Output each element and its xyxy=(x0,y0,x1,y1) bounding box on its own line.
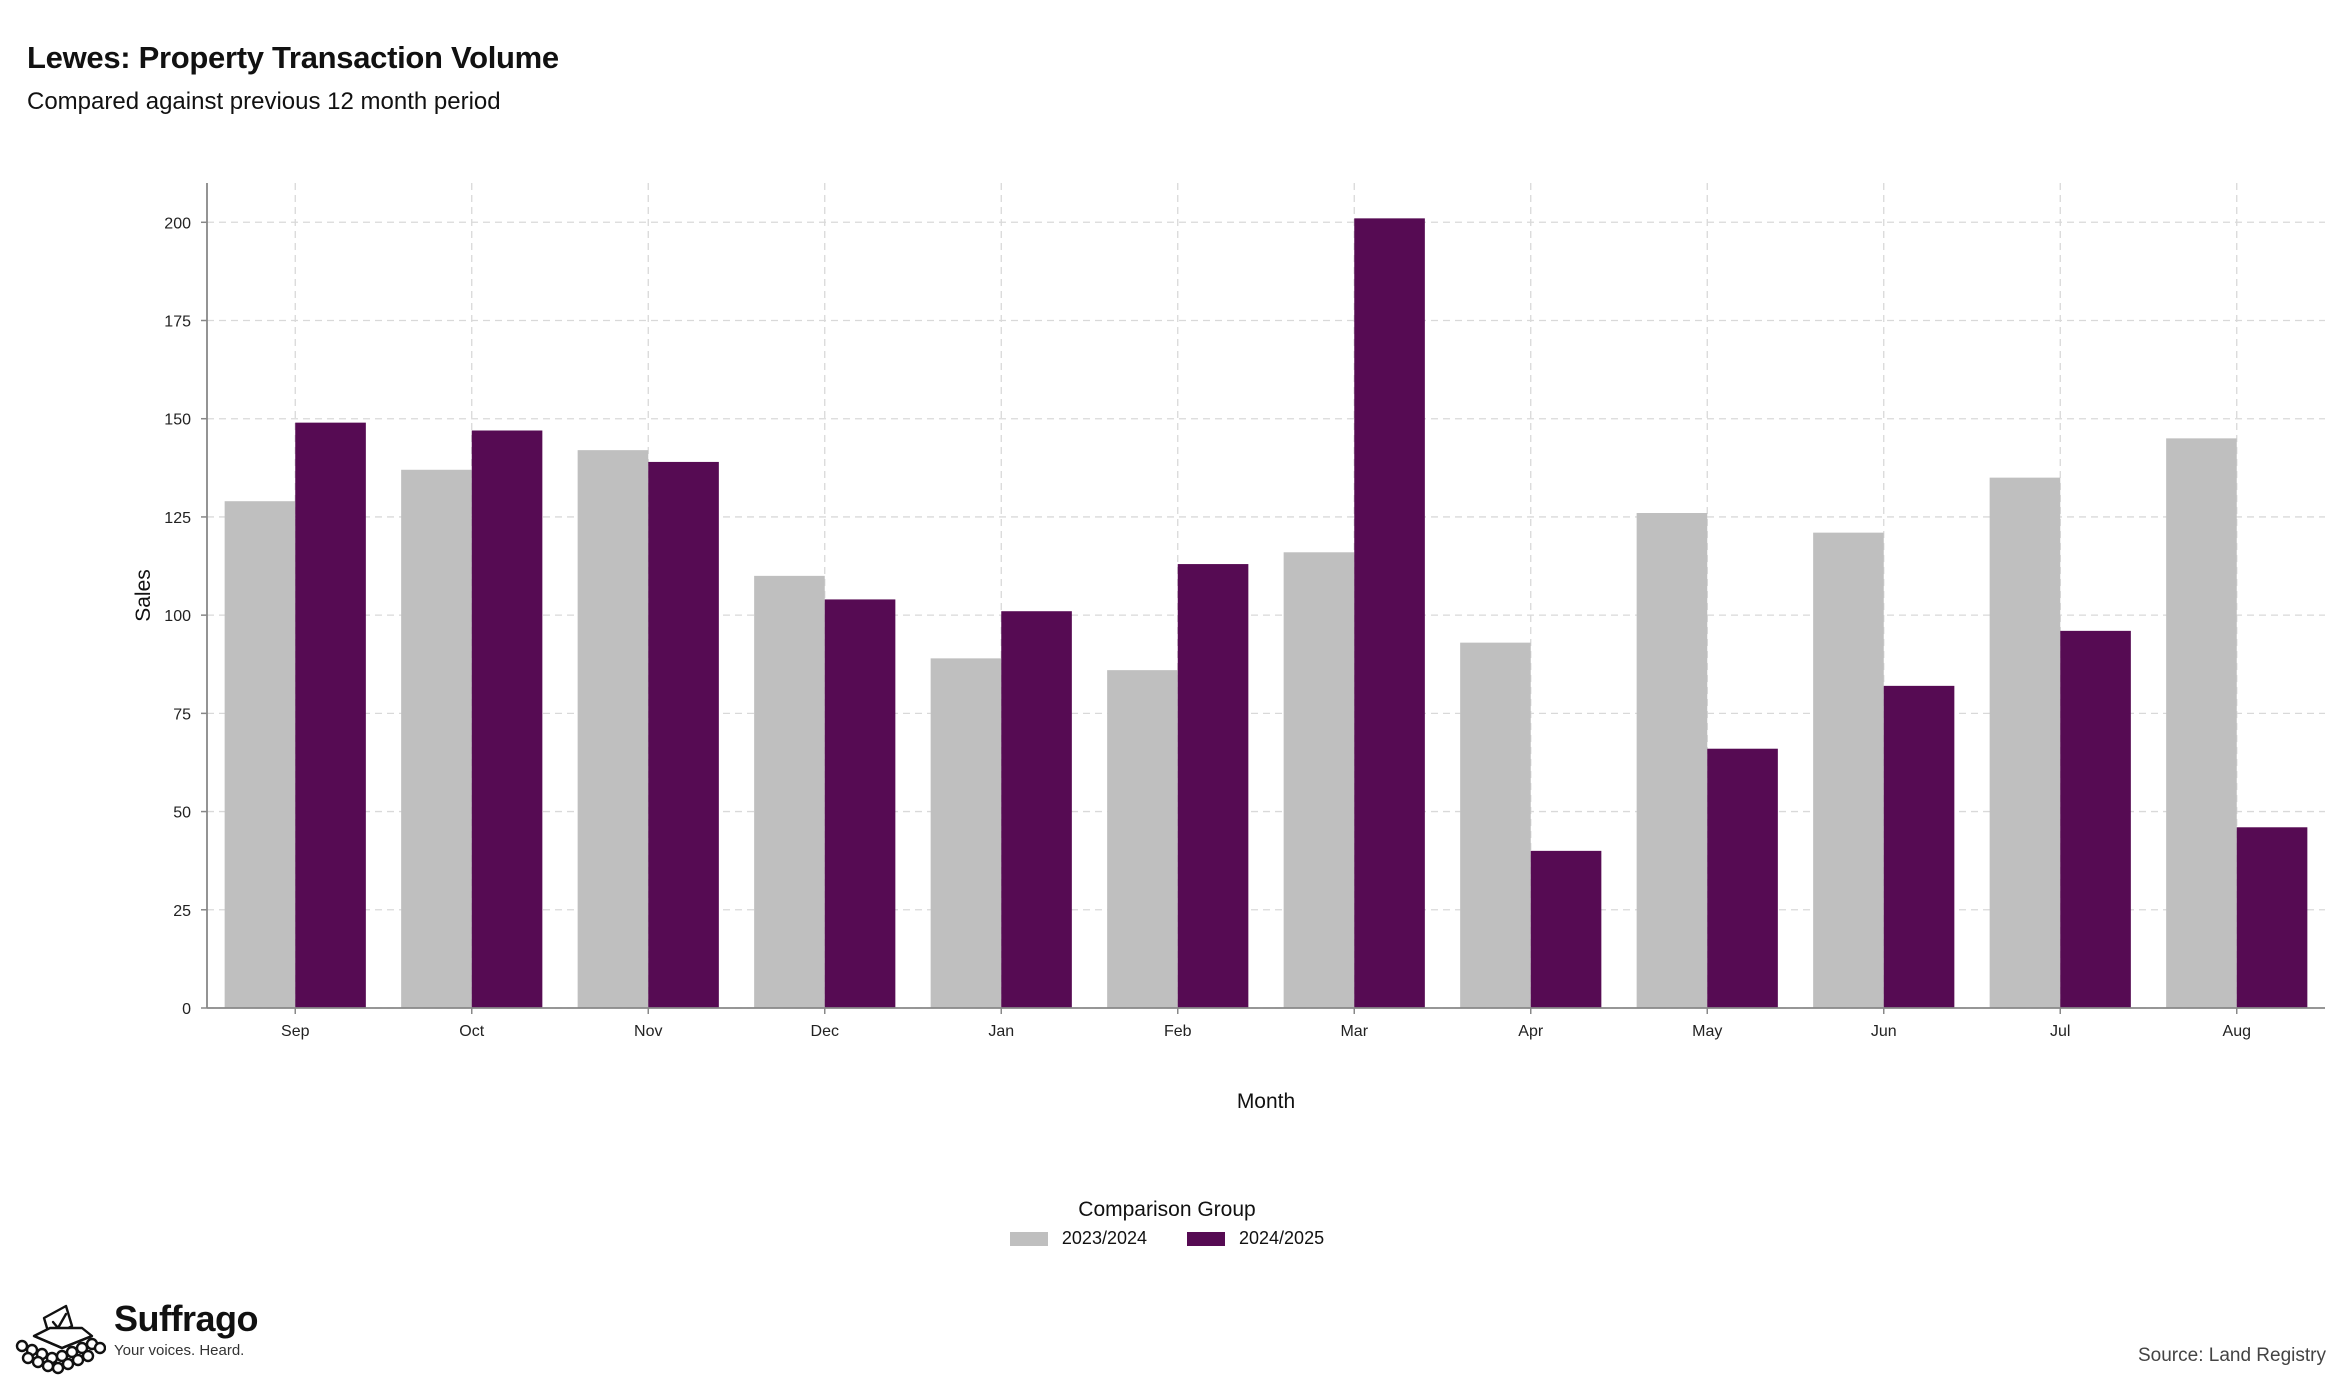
legend-title: Comparison Group xyxy=(1078,1198,1256,1221)
bar-may-current xyxy=(1707,748,1778,1008)
bar-mar-current xyxy=(1354,218,1425,1008)
chart-subtitle: Compared against previous 12 month perio… xyxy=(27,88,501,115)
y-tick-label: 125 xyxy=(164,510,191,527)
legend-swatch xyxy=(1187,1231,1225,1246)
x-tick-label: Oct xyxy=(459,1023,484,1040)
bar-dec-previous xyxy=(754,575,825,1008)
ballot-box-icon xyxy=(15,1304,106,1375)
bar-jun-current xyxy=(1883,685,1955,1008)
x-tick-label: Jun xyxy=(1871,1023,1897,1040)
y-tick-label: 25 xyxy=(173,903,191,920)
legend-item-current: 2024/2025 xyxy=(1187,1228,1324,1249)
x-tick-label: Sep xyxy=(281,1023,310,1040)
bar-aug-current xyxy=(2236,827,2308,1008)
bar-jun-previous xyxy=(1813,532,1884,1008)
bar-jan-previous xyxy=(930,658,1002,1008)
bar-jul-previous xyxy=(1989,477,2061,1009)
bar-feb-current xyxy=(1177,564,1249,1008)
y-tick-label: 0 xyxy=(182,1001,191,1018)
chart-title: Lewes: Property Transaction Volume xyxy=(27,40,559,75)
bar-dec-current xyxy=(824,599,896,1008)
source-note: Source: Land Registry xyxy=(2138,1345,2326,1366)
bar-jan-current xyxy=(1001,611,1072,1008)
x-tick-label: Dec xyxy=(811,1023,839,1040)
bar-apr-current xyxy=(1530,850,1602,1008)
x-tick-label: Jul xyxy=(2050,1023,2070,1040)
brand-name: Suffrago xyxy=(114,1298,259,1339)
legend-label: 2024/2025 xyxy=(1239,1228,1325,1248)
bar-oct-current xyxy=(471,430,543,1008)
x-tick-label: May xyxy=(1692,1023,1722,1040)
x-axis-title: Month xyxy=(1237,1090,1295,1113)
y-tick-label: 150 xyxy=(164,412,191,429)
x-tick-label: Apr xyxy=(1518,1023,1544,1040)
y-tick-label: 50 xyxy=(173,805,191,822)
legend-swatch xyxy=(1009,1231,1048,1246)
x-tick-label: Feb xyxy=(1164,1023,1192,1040)
bar-jul-current xyxy=(2060,630,2131,1008)
brand-tagline: Your voices. Heard. xyxy=(114,1342,245,1359)
y-tick-label: 75 xyxy=(173,706,191,723)
bars xyxy=(224,218,2308,1009)
bar-nov-previous xyxy=(577,450,649,1009)
tick-labels: 0 25 50 75 100 125 150 175 200 Sep Oct Nov Dec Jan Feb… xyxy=(164,215,2251,1040)
bar-mar-previous xyxy=(1283,552,1355,1008)
x-tick-label: Aug xyxy=(2223,1023,2251,1040)
legend-item-previous: 2023/2024 xyxy=(1009,1228,1147,1249)
bar-feb-previous xyxy=(1107,670,1178,1008)
y-tick-label: 175 xyxy=(164,314,191,331)
x-tick-label: Jan xyxy=(988,1023,1014,1040)
bar-may-previous xyxy=(1636,513,1708,1008)
brand-logo: Suffrago Your voices. Heard. xyxy=(14,1296,259,1376)
axes xyxy=(201,183,2325,1014)
x-tick-label: Nov xyxy=(634,1023,662,1040)
bar-oct-previous xyxy=(401,469,472,1008)
x-tick-label: Mar xyxy=(1340,1023,1368,1040)
y-axis-title: Sales xyxy=(132,569,155,622)
y-tick-label: 200 xyxy=(164,215,191,232)
legend-items: 2023/2024 2024/2025 xyxy=(0,1228,2334,1249)
bar-sep-current xyxy=(295,422,366,1009)
y-tick-label: 100 xyxy=(164,608,191,625)
bar-aug-previous xyxy=(2166,438,2237,1008)
bar-sep-previous xyxy=(224,501,296,1008)
legend-label: 2023/2024 xyxy=(1061,1228,1147,1248)
bar-apr-previous xyxy=(1460,642,1531,1008)
legend: Comparison Group 2023/2024 2024/2025 xyxy=(0,1198,2334,1249)
bar-nov-current xyxy=(648,461,719,1008)
